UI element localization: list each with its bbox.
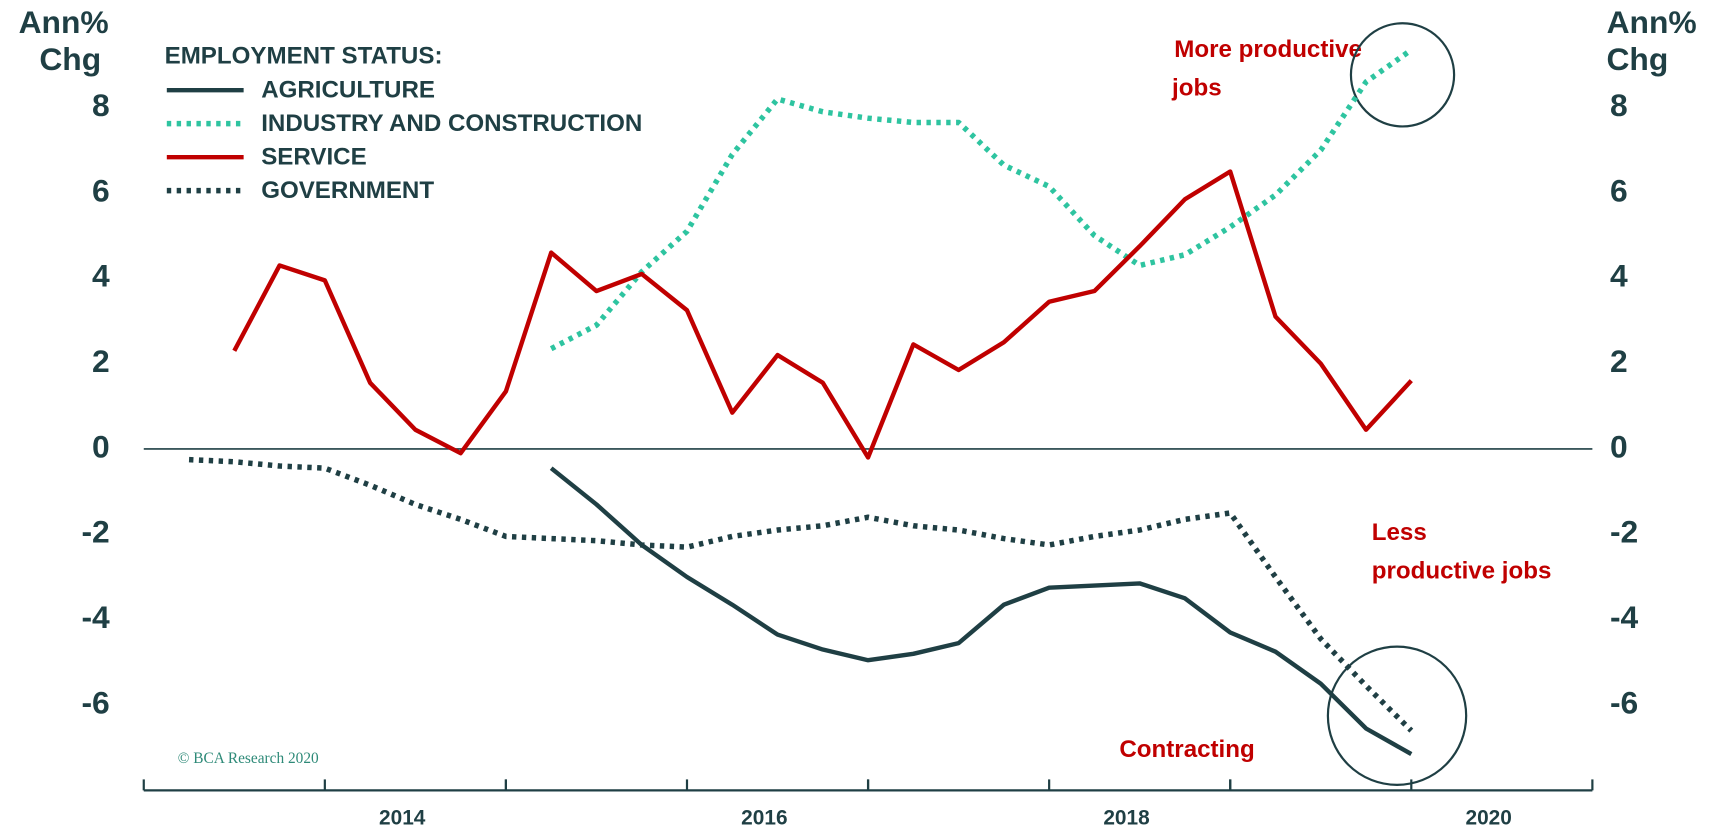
x-tick-label: 2020 bbox=[1465, 806, 1511, 829]
annotation: productive jobs bbox=[1372, 557, 1552, 584]
y-tick-label: 6 bbox=[92, 172, 110, 208]
y-axis-label: Chg bbox=[39, 41, 101, 77]
highlight-circle bbox=[1349, 22, 1456, 128]
series-line bbox=[232, 169, 1413, 460]
y2-tick-label: 2 bbox=[1610, 343, 1628, 379]
y2-axis-label: Ann% bbox=[1607, 4, 1697, 40]
y-tick-label: -2 bbox=[81, 514, 109, 550]
source: © BCA Research 2020 bbox=[178, 750, 319, 767]
legend-label: AGRICULTURE bbox=[261, 77, 435, 104]
y-tick-label: 8 bbox=[92, 87, 110, 123]
annotation: jobs bbox=[1171, 74, 1222, 101]
y-tick-label: 4 bbox=[92, 258, 110, 294]
y2-tick-label: -6 bbox=[1610, 684, 1638, 720]
y2-tick-label: 0 bbox=[1610, 428, 1628, 464]
legend-title: EMPLOYMENT STATUS: bbox=[165, 43, 443, 70]
legend-label: INDUSTRY AND CONSTRUCTION bbox=[261, 110, 642, 137]
series-line bbox=[188, 456, 1414, 733]
y-tick-label: 0 bbox=[92, 428, 110, 464]
x-tick-label: 2014 bbox=[379, 806, 426, 829]
x-tick-label: 2016 bbox=[741, 806, 787, 829]
annotation: Less bbox=[1372, 519, 1427, 546]
series-line bbox=[549, 466, 1413, 757]
highlight-circle bbox=[1326, 645, 1468, 786]
legend-label: GOVERNMENT bbox=[261, 177, 434, 204]
legend-label: SERVICE bbox=[261, 144, 366, 171]
series-line bbox=[549, 47, 1413, 352]
annotation: More productive bbox=[1174, 36, 1362, 63]
y-tick-label: -4 bbox=[81, 599, 110, 635]
y2-tick-label: 4 bbox=[1610, 258, 1628, 294]
y2-axis-label: Chg bbox=[1606, 41, 1668, 77]
y2-tick-label: 8 bbox=[1610, 87, 1628, 123]
x-tick-label: 2018 bbox=[1103, 806, 1149, 829]
y-axis-label: Ann% bbox=[19, 4, 109, 40]
annotation: Contracting bbox=[1119, 736, 1254, 763]
y2-tick-label: 6 bbox=[1610, 172, 1628, 208]
y-tick-label: -6 bbox=[81, 684, 109, 720]
y2-tick-label: -4 bbox=[1610, 599, 1639, 635]
y2-tick-label: -2 bbox=[1610, 514, 1638, 550]
y-tick-label: 2 bbox=[92, 343, 110, 379]
